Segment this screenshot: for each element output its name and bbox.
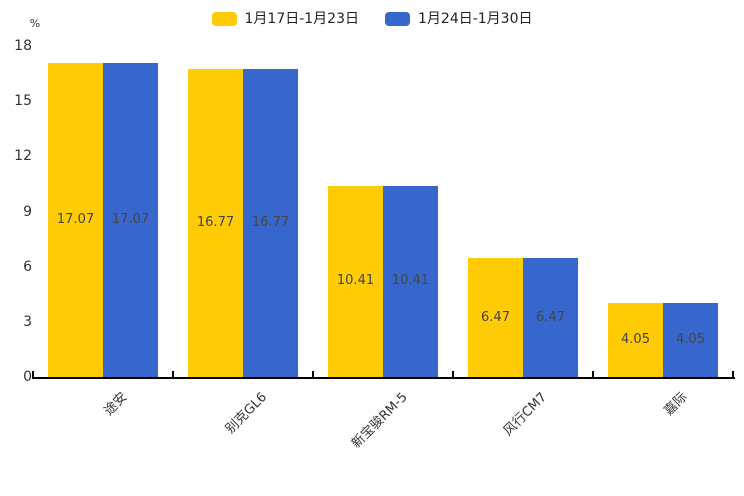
- x-axis-tick: [732, 371, 734, 379]
- y-tick-label: 18: [14, 38, 32, 54]
- x-category-label: 别克GL6: [223, 389, 271, 437]
- x-axis-tick: [452, 371, 454, 379]
- y-tick-label: 0: [23, 369, 32, 385]
- x-axis-tick: [32, 371, 34, 379]
- bar-value-label: 10.41: [336, 273, 375, 289]
- legend-item: 1月17日-1月23日: [211, 11, 360, 27]
- y-tick-label: 6: [23, 258, 32, 275]
- bar-1月17日-1月23日-风行CM7: [468, 258, 523, 377]
- bar-1月24日-1月30日-嘉际: [663, 302, 718, 377]
- y-tick-label: 15: [14, 93, 32, 110]
- bar-value-label: 16.77: [251, 214, 290, 230]
- bar-1月24日-1月30日-途安: [103, 63, 158, 377]
- bar-value-label: 4.05: [676, 331, 705, 347]
- bar-1月17日-1月23日-新宝骏RM-5: [328, 185, 383, 377]
- x-category-label: 嘉际: [661, 389, 691, 419]
- y-tick-label: 12: [14, 148, 32, 165]
- bar-1月24日-1月30日-风行CM7: [523, 258, 578, 377]
- bar-1月17日-1月23日-途安: [48, 63, 103, 377]
- bar-1月24日-1月30日-新宝骏RM-5: [383, 185, 438, 377]
- bar-value-label: 16.77: [196, 214, 235, 230]
- legend-swatch-icon: [211, 12, 237, 26]
- bar-1月17日-1月23日-嘉际: [608, 302, 663, 377]
- x-axis-line: [33, 377, 735, 379]
- bar-value-label: 10.41: [391, 273, 430, 289]
- x-axis-tick: [312, 371, 314, 379]
- y-tick-label: 9: [23, 203, 32, 220]
- legend-label: 1月17日-1月23日: [244, 11, 360, 27]
- legend: 1月17日-1月23日 1月24日-1月30日: [0, 8, 744, 30]
- x-axis-tick: [172, 371, 174, 379]
- x-category-label: 途安: [101, 389, 131, 419]
- bar-value-label: 6.47: [536, 309, 565, 325]
- bar-value-label: 6.47: [481, 309, 510, 325]
- bar-value-label: 17.07: [111, 212, 150, 228]
- legend-item: 1月24日-1月30日: [385, 12, 533, 26]
- bar-value-label: 4.05: [621, 331, 650, 347]
- x-category-label: 风行CM7: [501, 389, 551, 440]
- x-category-label: 新宝骏RM-5: [348, 389, 411, 452]
- bar-value-label: 17.07: [56, 212, 95, 228]
- y-tick-label: 3: [23, 313, 32, 330]
- legend-swatch-icon: [385, 12, 410, 26]
- y-axis-unit-label: %: [29, 17, 41, 30]
- bar-1月24日-1月30日-别克GL6: [243, 68, 298, 377]
- x-axis-tick: [592, 371, 594, 379]
- legend-label: 1月24日-1月30日: [418, 11, 533, 27]
- bar-1月17日-1月23日-别克GL6: [188, 68, 243, 377]
